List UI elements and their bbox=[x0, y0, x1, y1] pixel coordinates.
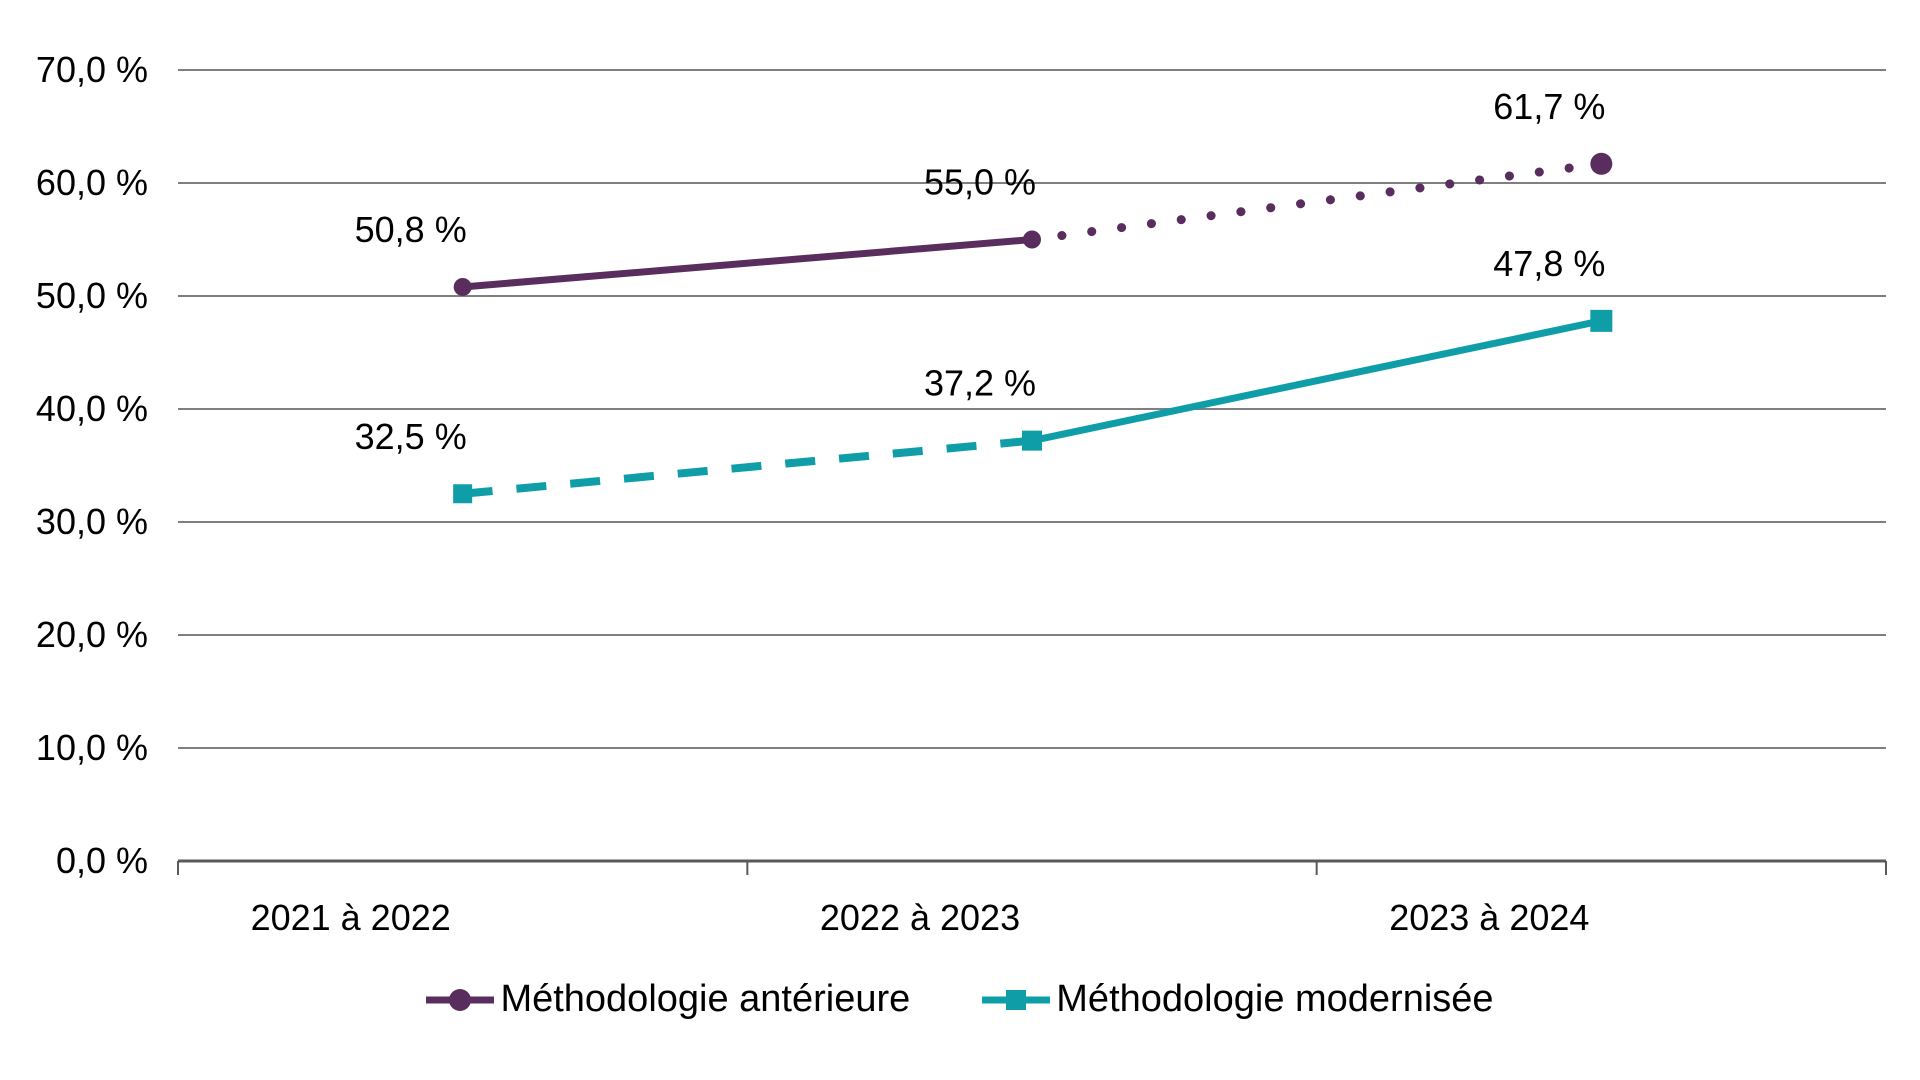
series-line-segment bbox=[1027, 159, 1606, 244]
legend-label-methodologie-anterieure: Méthodologie antérieure bbox=[500, 978, 911, 1020]
y-tick-label: 70,0 % bbox=[36, 49, 148, 90]
series-line-segment bbox=[459, 236, 1036, 291]
data-point-marker bbox=[1590, 152, 1613, 175]
chart-legend: Méthodologie antérieure Méthodologie mod… bbox=[0, 978, 1920, 1021]
chart-plot-area: 0,0 % 10,0 % 20,0 % 30,0 % 40,0 % 50,0 % 60,0 … bbox=[36, 49, 1887, 938]
y-tick-label: 50,0 % bbox=[36, 275, 148, 316]
legend-item-methodologie-modernisee: Méthodologie modernisée bbox=[982, 978, 1494, 1021]
data-point-label: 55,0 % bbox=[924, 162, 1036, 203]
legend-line-circle-marker-icon bbox=[426, 988, 495, 1011]
data-point-marker bbox=[453, 277, 472, 296]
x-category-label: 2021 à 2022 bbox=[251, 897, 451, 938]
series-line-segment bbox=[462, 436, 1033, 498]
data-point-label: 47,8 % bbox=[1493, 243, 1605, 284]
y-tick-label: 10,0 % bbox=[36, 727, 148, 768]
data-point-label: 32,5 % bbox=[355, 416, 467, 457]
data-point-marker bbox=[1590, 309, 1613, 332]
data-point-label: 37,2 % bbox=[924, 363, 1036, 404]
legend-label-methodologie-modernisee: Méthodologie modernisée bbox=[1056, 978, 1494, 1020]
data-point-label: 61,7 % bbox=[1493, 86, 1605, 127]
y-tick-label: 20,0 % bbox=[36, 614, 148, 655]
x-category-label: 2022 à 2023 bbox=[820, 897, 1020, 938]
legend-line-square-marker-icon bbox=[982, 989, 1051, 1010]
data-point-marker bbox=[453, 484, 473, 504]
y-tick-label: 60,0 % bbox=[36, 162, 148, 203]
series-line-segment bbox=[1028, 317, 1605, 445]
x-category-label: 2023 à 2024 bbox=[1389, 897, 1589, 938]
legend-item-methodologie-anterieure: Méthodologie antérieure bbox=[426, 978, 910, 1021]
data-point-marker bbox=[1023, 230, 1041, 249]
data-point-marker bbox=[1022, 430, 1042, 451]
y-tick-label: 40,0 % bbox=[36, 388, 148, 429]
y-tick-label: 30,0 % bbox=[36, 501, 148, 542]
y-tick-label: 0,0 % bbox=[56, 840, 148, 881]
data-point-label: 50,8 % bbox=[355, 209, 467, 250]
